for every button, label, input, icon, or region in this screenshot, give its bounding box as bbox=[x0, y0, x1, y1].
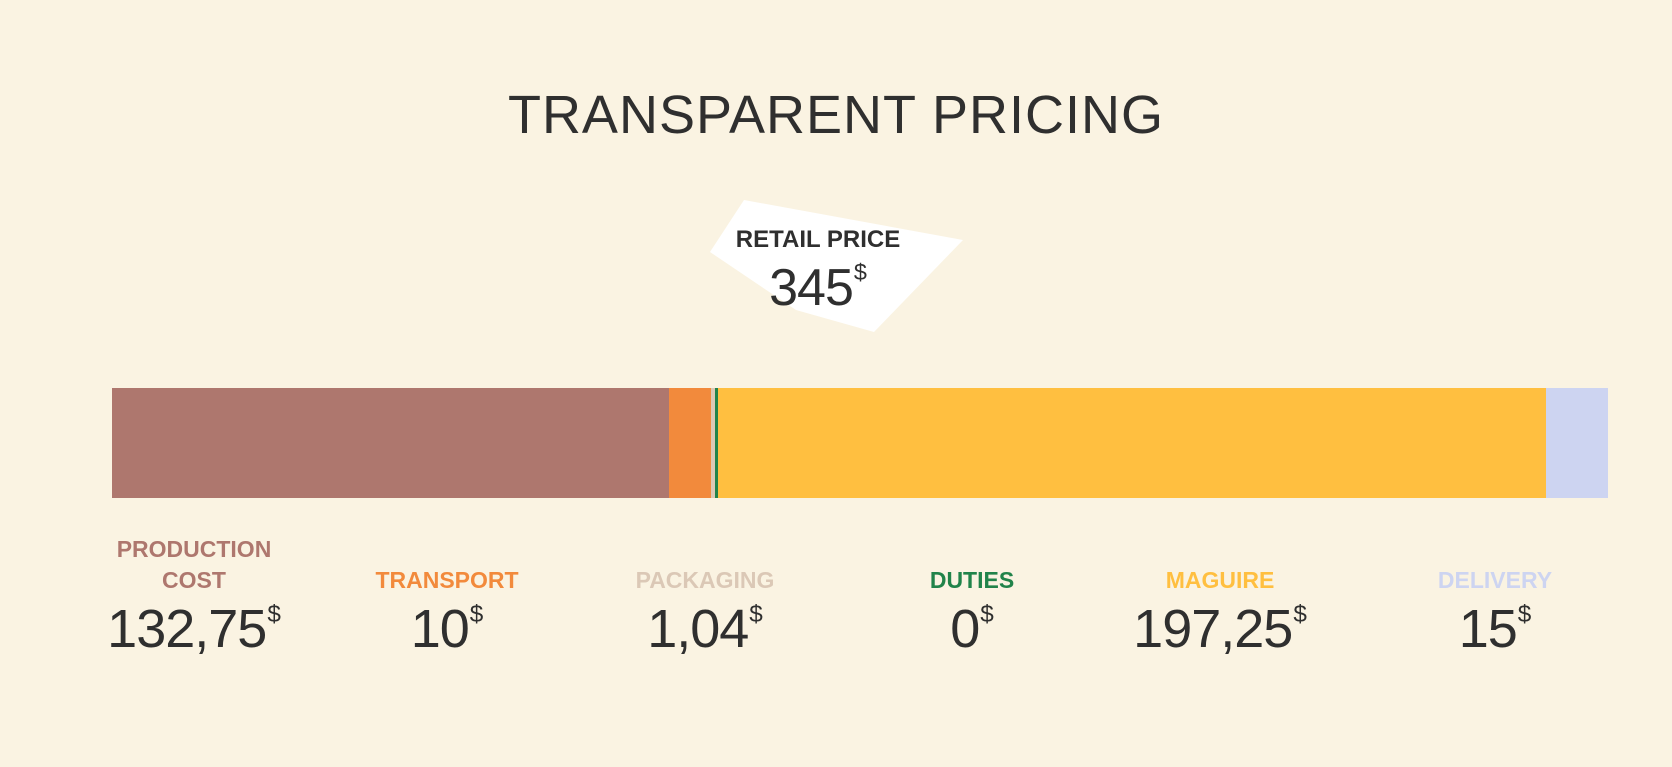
cost-label-line: MAGUIRE bbox=[1165, 567, 1275, 593]
bar-segment-packaging bbox=[711, 388, 716, 498]
cost-label-delivery: DELIVERY bbox=[1365, 534, 1625, 596]
cost-label-maguire: MAGUIRE bbox=[1090, 534, 1350, 596]
cost-value-currency: $ bbox=[267, 600, 281, 628]
cost-value-amount: 197,25 bbox=[1133, 599, 1293, 659]
bar-segment-delivery bbox=[1545, 388, 1609, 498]
cost-item-duties: DUTIES 0$ bbox=[842, 534, 1102, 660]
cost-value-duties: 0$ bbox=[842, 598, 1102, 660]
retail-price-amount: 345 bbox=[769, 259, 854, 317]
cost-label-line: PACKAGING bbox=[635, 567, 775, 593]
cost-label-production-cost: PRODUCTION COST bbox=[64, 534, 324, 596]
cost-value-amount: 132,75 bbox=[107, 599, 267, 659]
cost-label-line: DUTIES bbox=[929, 567, 1015, 593]
cost-value-currency: $ bbox=[1517, 600, 1532, 628]
bar-segment-maguire bbox=[717, 388, 1546, 498]
cost-label-line: TRANSPORT bbox=[375, 567, 519, 593]
retail-price-value: 345$ bbox=[718, 258, 918, 318]
bar-segment-transport bbox=[669, 388, 712, 498]
cost-label-line: COST bbox=[162, 567, 226, 593]
cost-value-delivery: 15$ bbox=[1365, 598, 1625, 660]
cost-item-production-cost: PRODUCTION COST 132,75$ bbox=[64, 534, 324, 660]
cost-value-transport: 10$ bbox=[317, 598, 577, 660]
cost-value-amount: 0 bbox=[950, 599, 980, 659]
cost-label-line: DELIVERY bbox=[1437, 567, 1553, 593]
retail-price-label: RETAIL PRICE bbox=[735, 226, 901, 253]
cost-value-currency: $ bbox=[980, 600, 994, 628]
cost-value-currency: $ bbox=[749, 600, 763, 628]
chart-title: TRANSPARENT PRICING bbox=[507, 85, 1165, 145]
cost-value-maguire: 197,25$ bbox=[1090, 598, 1350, 660]
cost-item-transport: TRANSPORT 10$ bbox=[317, 534, 577, 660]
cost-value-amount: 15 bbox=[1458, 599, 1518, 659]
cost-item-packaging: PACKAGING 1,04$ bbox=[575, 534, 835, 660]
retail-price-currency: $ bbox=[853, 259, 867, 286]
cost-item-maguire: MAGUIRE 197,25$ bbox=[1090, 534, 1350, 660]
cost-label-duties: DUTIES bbox=[842, 534, 1102, 596]
stacked-price-bar bbox=[112, 388, 1609, 498]
cost-value-amount: 1,04 bbox=[647, 599, 749, 659]
retail-price-tag-shape bbox=[710, 200, 963, 332]
cost-value-packaging: 1,04$ bbox=[575, 598, 835, 660]
retail-price-tag bbox=[710, 200, 963, 332]
bar-segment-duties bbox=[715, 388, 718, 498]
cost-value-production-cost: 132,75$ bbox=[64, 598, 324, 660]
cost-label-packaging: PACKAGING bbox=[575, 534, 835, 596]
cost-value-currency: $ bbox=[1293, 600, 1307, 628]
bar-segment-production-cost bbox=[112, 388, 670, 498]
cost-label-line: PRODUCTION bbox=[116, 536, 272, 562]
cost-label-transport: TRANSPORT bbox=[317, 534, 577, 596]
cost-value-amount: 10 bbox=[410, 599, 470, 659]
cost-item-delivery: DELIVERY 15$ bbox=[1365, 534, 1625, 660]
cost-value-currency: $ bbox=[469, 600, 484, 628]
